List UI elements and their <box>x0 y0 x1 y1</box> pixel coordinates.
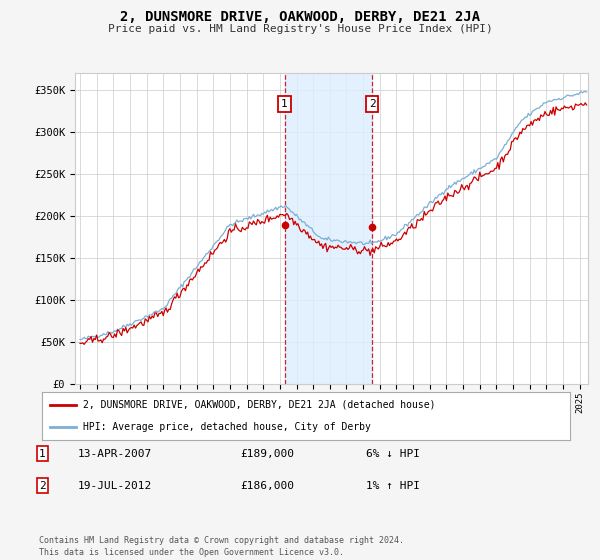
Text: Price paid vs. HM Land Registry's House Price Index (HPI): Price paid vs. HM Land Registry's House … <box>107 24 493 34</box>
Text: 1: 1 <box>39 449 46 459</box>
Text: 2, DUNSMORE DRIVE, OAKWOOD, DERBY, DE21 2JA (detached house): 2, DUNSMORE DRIVE, OAKWOOD, DERBY, DE21 … <box>83 400 436 410</box>
Text: £186,000: £186,000 <box>240 480 294 491</box>
Text: 19-JUL-2012: 19-JUL-2012 <box>78 480 152 491</box>
Text: 1: 1 <box>281 99 288 109</box>
Text: HPI: Average price, detached house, City of Derby: HPI: Average price, detached house, City… <box>83 422 371 432</box>
Text: Contains HM Land Registry data © Crown copyright and database right 2024.
This d: Contains HM Land Registry data © Crown c… <box>39 536 404 557</box>
Text: £189,000: £189,000 <box>240 449 294 459</box>
Text: 2: 2 <box>369 99 376 109</box>
Bar <box>284 73 372 384</box>
Text: 2: 2 <box>39 480 46 491</box>
Text: 1% ↑ HPI: 1% ↑ HPI <box>366 480 420 491</box>
Text: 6% ↓ HPI: 6% ↓ HPI <box>366 449 420 459</box>
Text: 13-APR-2007: 13-APR-2007 <box>78 449 152 459</box>
Text: 2, DUNSMORE DRIVE, OAKWOOD, DERBY, DE21 2JA: 2, DUNSMORE DRIVE, OAKWOOD, DERBY, DE21 … <box>120 10 480 24</box>
